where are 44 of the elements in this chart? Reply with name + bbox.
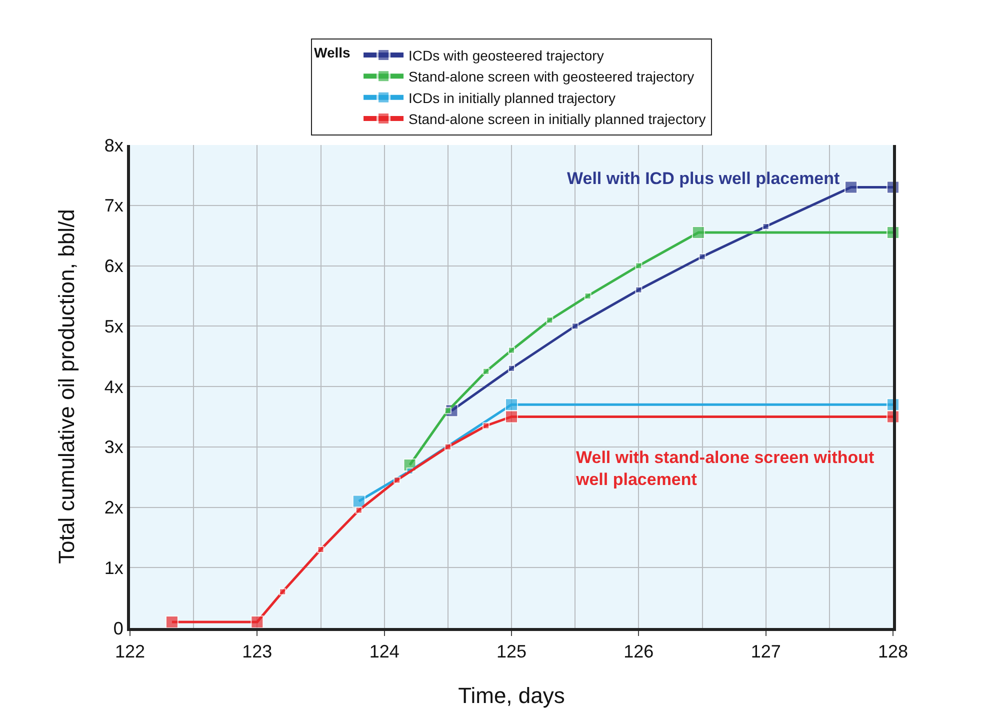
point	[352, 494, 366, 508]
legend-label: ICDs in initially planned trajectory	[408, 90, 616, 106]
point	[482, 368, 490, 375]
point	[505, 398, 518, 412]
y-tick-label: 6x	[104, 256, 124, 276]
point	[635, 286, 642, 294]
x-tick-label: 126	[624, 642, 654, 662]
point	[572, 322, 579, 330]
point	[355, 506, 362, 514]
y-axis-title: Total cumulative oil production, bbl/d	[54, 209, 79, 564]
point	[635, 262, 642, 270]
x-axis-title: Time, days	[458, 683, 565, 708]
point	[584, 292, 592, 300]
x-tick-label: 123	[242, 642, 272, 662]
legend-label: Stand-alone screen in initially planned trajectory	[408, 111, 706, 127]
x-tick-label: 124	[369, 642, 400, 662]
y-tick-label: 5x	[104, 316, 124, 336]
y-tick-label: 8x	[104, 135, 124, 156]
point	[482, 422, 490, 430]
point	[394, 476, 401, 484]
y-tick-label: 0	[113, 618, 124, 638]
x-tick-label: 125	[496, 642, 527, 662]
point	[508, 346, 515, 354]
point	[762, 223, 770, 230]
x-tick-label: 128	[878, 642, 908, 662]
y-tick-label: 3x	[104, 437, 124, 458]
point	[698, 253, 706, 260]
x-tick-label: 122	[114, 642, 146, 662]
point	[546, 316, 554, 324]
point	[317, 546, 324, 554]
point	[508, 364, 515, 372]
point	[444, 443, 452, 450]
legend-title: Wells	[314, 44, 351, 61]
y-tick-label: 1x	[104, 558, 124, 578]
point	[279, 588, 286, 596]
annotation: Well with ICD plus well placement	[567, 169, 840, 188]
legend-label: Stand-alone screen with geosteered trajectory	[408, 68, 694, 85]
legend-label: ICDs with geosteered trajectory	[408, 47, 604, 64]
x-tick-label: 127	[750, 642, 781, 662]
point	[444, 407, 452, 414]
y-tick-label: 7x	[104, 196, 124, 216]
y-tick-label: 4x	[104, 376, 124, 397]
y-tick-label: 2x	[104, 498, 124, 518]
annotation: Well with stand-alone screen without well placement	[575, 448, 875, 490]
